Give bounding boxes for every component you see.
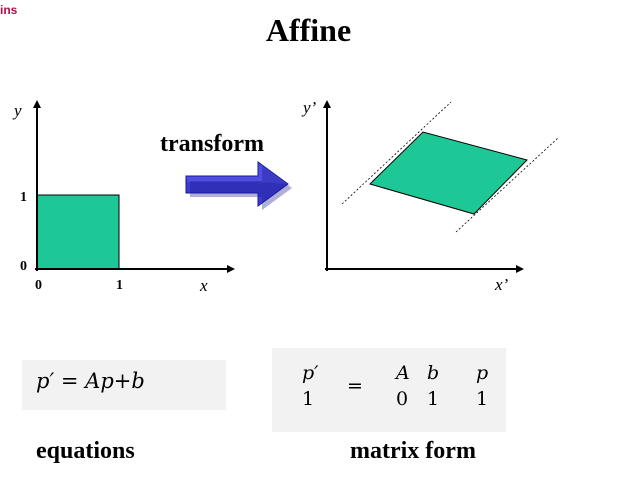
transform-arrow-icon	[185, 161, 292, 210]
equation-background	[22, 360, 226, 410]
right-axes: y’ x’	[301, 98, 559, 294]
eq-A: A	[85, 369, 101, 393]
transformed-parallelogram	[369, 131, 528, 215]
eq-p: p	[100, 369, 114, 393]
transform-label: transform	[160, 131, 264, 157]
eq-plus: +	[113, 369, 132, 393]
left-y-label: y	[12, 101, 22, 120]
guide-line-left	[341, 101, 452, 205]
matrix-form-caption: matrix form	[350, 438, 476, 464]
tick-x-0: 0	[35, 278, 42, 293]
right-x-label: x’	[494, 275, 509, 294]
slide-title: Affine	[265, 12, 352, 48]
equations-caption: equations	[36, 438, 135, 464]
eq-equals: =	[54, 369, 86, 393]
affine-equation: p′ = Ap+b	[36, 369, 145, 393]
tick-y-0: 0	[20, 259, 27, 274]
left-x-label: x	[199, 276, 208, 295]
guide-line-right	[455, 137, 559, 233]
eq-b: b	[131, 369, 145, 393]
corner-label: ins	[0, 3, 18, 17]
left-axes: y x 1 0 0 1	[12, 100, 235, 295]
tick-y-1: 1	[20, 190, 27, 205]
eq-p-prime: p′	[36, 369, 55, 393]
right-y-label: y’	[301, 98, 317, 117]
matrix-background	[272, 348, 506, 432]
unit-square	[36, 194, 120, 270]
tick-x-1: 1	[116, 278, 123, 293]
